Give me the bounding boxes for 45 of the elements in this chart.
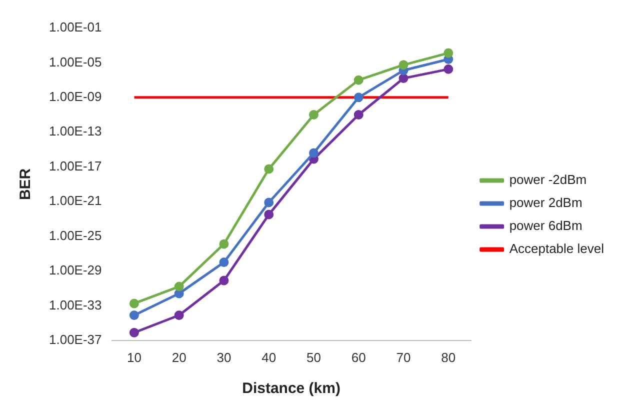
y-tick-label: 1.00E-21 bbox=[48, 193, 102, 208]
point bbox=[264, 210, 274, 220]
y-tick-label: 1.00E-29 bbox=[48, 262, 102, 278]
point bbox=[174, 288, 184, 298]
point bbox=[444, 48, 454, 58]
x-tick-label: 70 bbox=[396, 350, 411, 365]
x-tick-label: 30 bbox=[216, 350, 232, 365]
point bbox=[129, 310, 139, 320]
point bbox=[308, 110, 318, 120]
point bbox=[354, 75, 364, 85]
y-tick-label: 1.00E-01 bbox=[48, 20, 102, 35]
point bbox=[264, 198, 274, 208]
point bbox=[129, 298, 139, 308]
legend-label: power 2dBm bbox=[509, 195, 582, 210]
x-tick-label: 80 bbox=[441, 350, 456, 365]
point bbox=[219, 276, 229, 286]
legend-label: Acceptable level bbox=[509, 241, 604, 256]
point bbox=[354, 92, 364, 102]
point bbox=[354, 110, 364, 120]
point bbox=[129, 328, 139, 338]
y-tick-label: 1.00E-25 bbox=[48, 228, 102, 243]
point bbox=[264, 164, 274, 174]
y-tick-label: 1.00E-33 bbox=[48, 297, 102, 312]
y-tick-label: 1.00E-13 bbox=[48, 124, 102, 139]
point bbox=[444, 64, 454, 74]
x-tick-label: 10 bbox=[126, 350, 142, 365]
x-tick-label: 50 bbox=[306, 350, 321, 365]
x-tick-label: 20 bbox=[172, 350, 186, 365]
point bbox=[174, 282, 184, 292]
legend-label: power -2dBm bbox=[509, 172, 587, 188]
y-axis-title: BER bbox=[17, 168, 34, 200]
y-tick-label: 1.00E-05 bbox=[48, 54, 102, 70]
point bbox=[219, 239, 229, 249]
point bbox=[308, 148, 318, 158]
point bbox=[174, 310, 184, 320]
x-tick-label: 40 bbox=[262, 350, 276, 365]
y-tick-label: 1.00E-17 bbox=[48, 158, 102, 174]
legend-label: power 6dBm bbox=[509, 218, 582, 234]
point bbox=[398, 74, 408, 84]
y-tick-label: 1.00E-37 bbox=[48, 332, 102, 347]
point bbox=[398, 60, 408, 70]
x-axis-title: Distance (km) bbox=[242, 380, 340, 398]
x-tick-label: 60 bbox=[351, 350, 366, 365]
point bbox=[219, 258, 229, 268]
y-tick-label: 1.00E-09 bbox=[48, 89, 102, 104]
